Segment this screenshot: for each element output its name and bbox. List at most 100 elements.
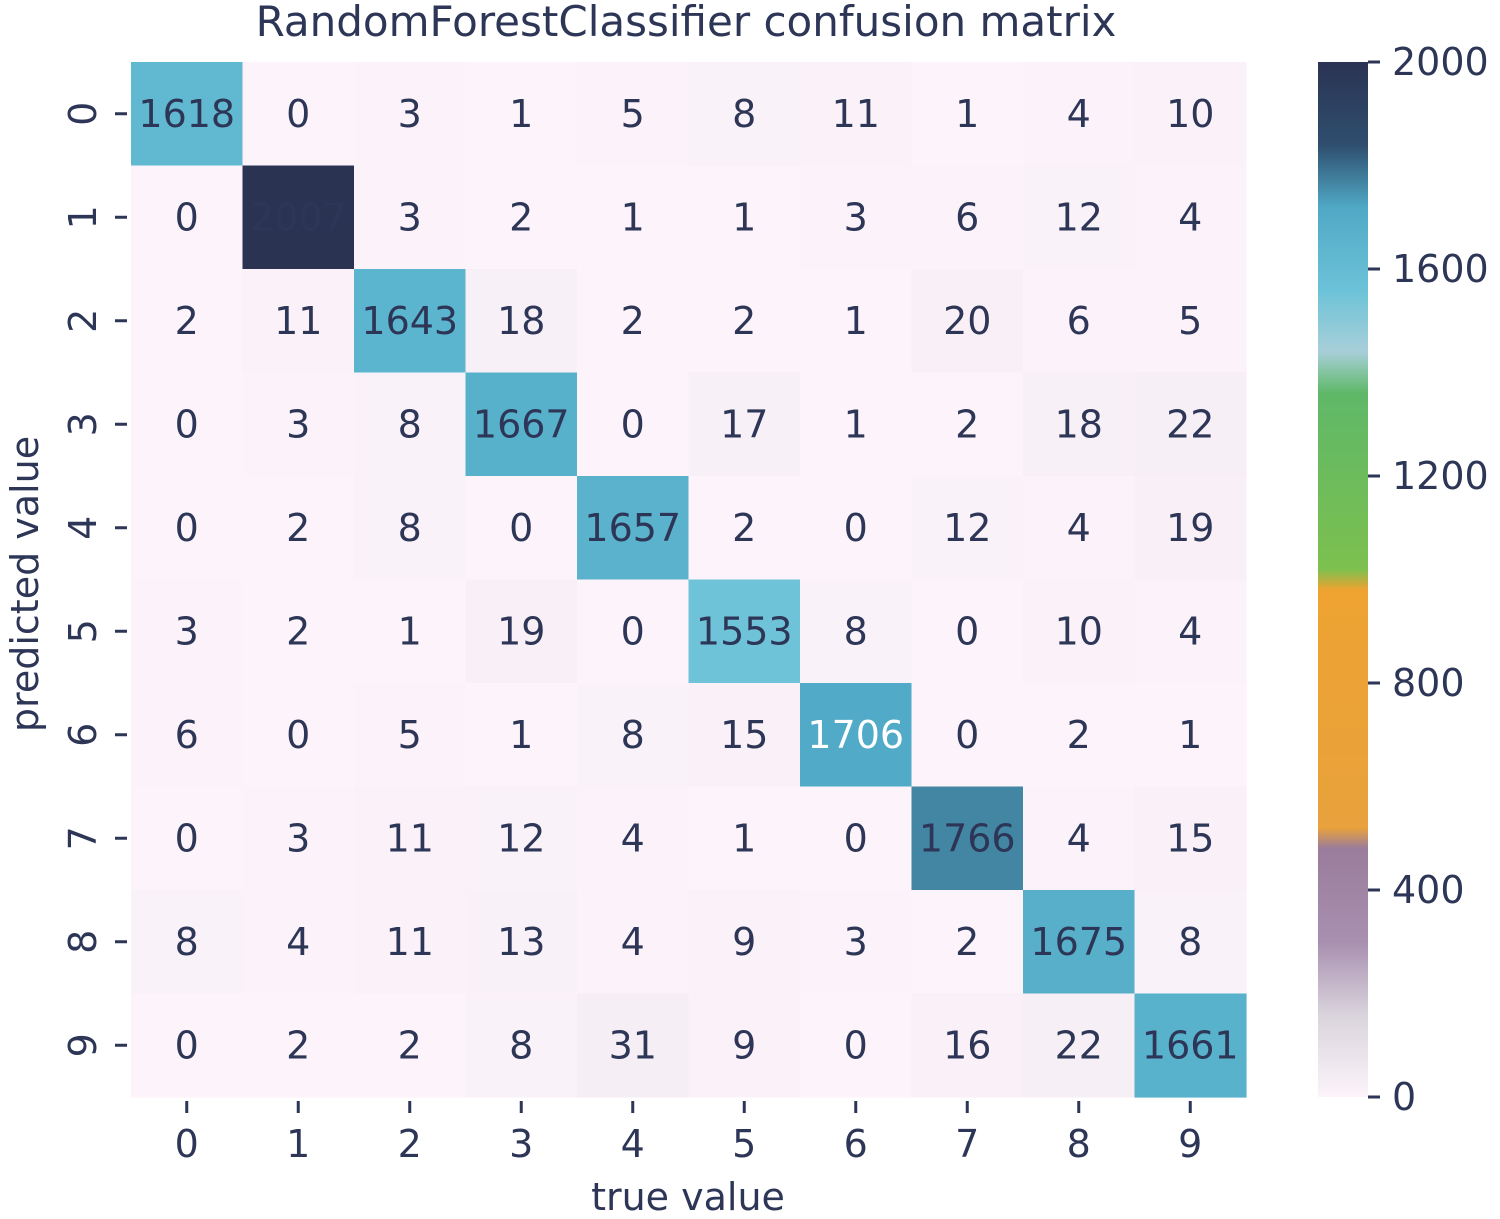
- cell-value-label: 2: [955, 402, 979, 446]
- cell-value-label: 9: [732, 1023, 756, 1067]
- y-tick-label: 3: [61, 412, 105, 436]
- cell-value-label: 1: [732, 195, 756, 239]
- heatmap-cell: [242, 62, 355, 167]
- heatmap-cell: [131, 993, 244, 1098]
- heatmap-cell: [131, 165, 244, 270]
- cell-value-label: 0: [844, 1023, 868, 1067]
- cell-value-label: 1667: [473, 402, 570, 446]
- heatmap-cell: [800, 62, 913, 167]
- heatmap-cell: [577, 165, 690, 270]
- heatmap-cell: [465, 62, 578, 167]
- heatmap-cell: [131, 476, 244, 581]
- cell-value-label: 1643: [361, 299, 458, 343]
- cell-value-label: 11: [386, 920, 434, 964]
- heatmap-cell: [1023, 890, 1136, 995]
- heatmap-cell: [242, 269, 355, 374]
- y-axis-ticks: 0 1 2 3 4 5 6 7 8 9: [61, 102, 127, 1057]
- cell-value-label: 4: [286, 920, 310, 964]
- heatmap-cell: [688, 165, 801, 270]
- y-tick-label: 7: [61, 826, 105, 850]
- cell-value-label: 18: [497, 299, 545, 343]
- heatmap-cell: [577, 786, 690, 891]
- cell-value-label: 4: [1067, 816, 1091, 860]
- heatmap-cell: [911, 62, 1024, 167]
- heatmap-cell: [465, 165, 578, 270]
- colorbar-tick-label: 0: [1392, 1075, 1416, 1119]
- x-tick-label: 3: [509, 1122, 533, 1166]
- cell-value-label: 13: [497, 920, 545, 964]
- cell-value-label: 0: [621, 609, 645, 653]
- cell-value-label: 1706: [807, 713, 904, 757]
- cell-value-label: 6: [1067, 299, 1091, 343]
- colorbar-tick-label: 800: [1392, 661, 1465, 705]
- cell-value-label: 11: [832, 92, 880, 136]
- heatmap-cell: [131, 786, 244, 891]
- heatmap-cell: [131, 683, 244, 788]
- cell-value-label: 16: [943, 1023, 991, 1067]
- x-axis-ticks: 0 1 2 3 4 5 6 7 8 9: [175, 1101, 1202, 1166]
- heatmap-cell: [131, 372, 244, 477]
- cell-value-label: 1: [509, 713, 533, 757]
- cell-value-label: 17: [720, 402, 768, 446]
- heatmap-cell: [911, 372, 1024, 477]
- y-tick-label: 9: [61, 1033, 105, 1057]
- heatmap-cell: [688, 269, 801, 374]
- heatmap-cell: [354, 62, 467, 167]
- heatmap-cell: [688, 890, 801, 995]
- cell-value-label: 2: [732, 299, 756, 343]
- heatmap-cell: [354, 372, 467, 477]
- heatmap-cell: [577, 476, 690, 581]
- heatmap-cell: [1134, 579, 1247, 684]
- cell-value-label: 2: [621, 299, 645, 343]
- cell-value-label: 3: [398, 195, 422, 239]
- heatmap-cell: [1023, 786, 1136, 891]
- cell-value-label: 1675: [1030, 920, 1127, 964]
- colorbar-tick-label: 1600: [1392, 247, 1489, 291]
- cell-value-label: 31: [609, 1023, 657, 1067]
- heatmap-cell: [577, 993, 690, 1098]
- cell-value-label: 6: [175, 713, 199, 757]
- cell-value-label: 3: [844, 195, 868, 239]
- cell-value-label: 4: [1067, 506, 1091, 550]
- heatmap-cell: [1134, 683, 1247, 788]
- heatmap-cell: [465, 579, 578, 684]
- heatmap-cell: [1134, 786, 1247, 891]
- cell-value-label: 11: [274, 299, 322, 343]
- cell-value-label: 4: [621, 920, 645, 964]
- colorbar-tick-label: 1200: [1392, 454, 1489, 498]
- cell-value-label: 0: [844, 506, 868, 550]
- colorbar: [1318, 62, 1368, 1097]
- heatmap-cell: [911, 786, 1024, 891]
- heatmap-cell: [465, 786, 578, 891]
- heatmap-cell: [242, 476, 355, 581]
- cell-value-label: 3: [844, 920, 868, 964]
- heatmap-cell: [1023, 993, 1136, 1098]
- cell-value-label: 20: [943, 299, 991, 343]
- heatmap-cell: [1134, 372, 1247, 477]
- heatmap-cell: [465, 890, 578, 995]
- cell-value-label: 0: [955, 713, 979, 757]
- heatmap-cell: [354, 165, 467, 270]
- cell-value-label: 1: [1178, 713, 1202, 757]
- cell-value-label: 0: [175, 195, 199, 239]
- cell-value-label: 0: [844, 816, 868, 860]
- cell-value-label: 8: [175, 920, 199, 964]
- y-tick-label: 1: [61, 205, 105, 229]
- heatmap-cell: [465, 993, 578, 1098]
- cell-value-label: 12: [943, 506, 991, 550]
- cell-value-label: 22: [1055, 1023, 1103, 1067]
- heatmap-cell: [911, 579, 1024, 684]
- heatmap-cell: [131, 62, 244, 167]
- heatmap-cell: [688, 786, 801, 891]
- cell-value-label: 0: [286, 92, 310, 136]
- heatmap-cell: [1134, 890, 1247, 995]
- heatmap-cell: [354, 683, 467, 788]
- heatmap-cell: [242, 579, 355, 684]
- cell-value-label: 4: [1178, 195, 1202, 239]
- heatmap-cell: [688, 993, 801, 1098]
- heatmap-cell: [911, 165, 1024, 270]
- heatmap-cell: [354, 786, 467, 891]
- cell-value-label: 22: [1166, 402, 1214, 446]
- y-tick-label: 6: [61, 723, 105, 747]
